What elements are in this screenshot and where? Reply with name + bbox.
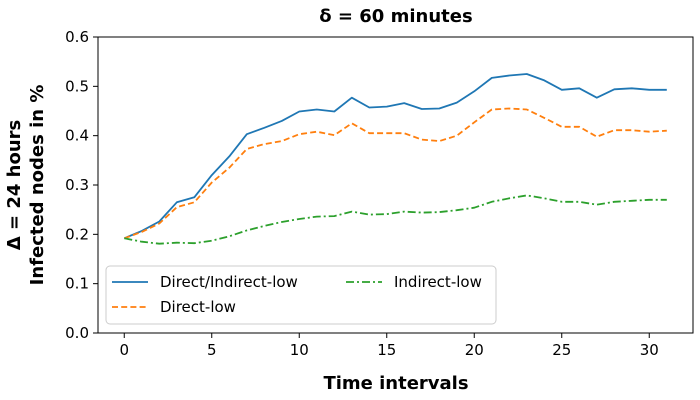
legend: Direct/Indirect-low Direct-low Indirect-lo… — [105, 265, 497, 325]
y-axis-title-line1: Δ = 24 hours — [4, 120, 25, 250]
series-line-direct-indirect-low — [123, 73, 667, 240]
x-tick-label: 5 — [207, 341, 217, 359]
series-line-indirect-low — [124, 194, 667, 245]
x-axis-title: Time intervals — [323, 373, 468, 394]
legend-label: Indirect-low — [394, 273, 482, 291]
legend-frame — [105, 265, 497, 325]
x-axis: 0 5 10 15 20 25 30 — [119, 333, 659, 359]
y-tick-label: 0.2 — [65, 225, 89, 243]
series-line-direct-low — [123, 107, 667, 240]
y-tick-label: 0.3 — [65, 176, 89, 194]
x-tick-label: 25 — [552, 341, 571, 359]
x-tick-label: 10 — [290, 341, 309, 359]
y-tick-label: 0.4 — [65, 127, 89, 145]
legend-label: Direct/Indirect-low — [160, 273, 298, 291]
chart-title: δ = 60 minutes — [319, 6, 472, 27]
x-tick-label: 30 — [640, 341, 659, 359]
y-tick-label: 0.0 — [65, 324, 89, 342]
y-axis: 0.0 0.1 0.2 0.3 0.4 0.5 0.6 — [65, 28, 98, 342]
y-tick-label: 0.5 — [65, 77, 89, 95]
x-tick-label: 20 — [465, 341, 484, 359]
y-tick-label: 0.6 — [65, 28, 89, 46]
plot-area — [123, 73, 667, 245]
legend-label: Direct-low — [160, 298, 236, 316]
x-tick-label: 15 — [377, 341, 396, 359]
x-tick-label: 0 — [119, 341, 129, 359]
y-axis-title-line2: Infected nodes in % — [27, 85, 48, 286]
y-tick-label: 0.1 — [65, 275, 89, 293]
